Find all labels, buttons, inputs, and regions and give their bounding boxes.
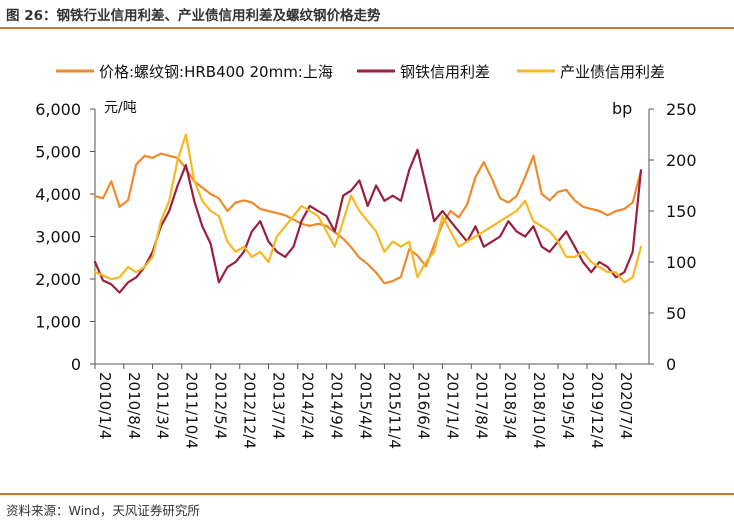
x-axis-tick-label: 2017/1/4 <box>443 372 461 439</box>
x-axis-tick-label: 2017/8/4 <box>472 372 490 439</box>
left-axis-tick-label: 3,000 <box>35 228 81 247</box>
chart-legend: 价格:螺纹钢:HRB400 20mm:上海 钢铁信用利差 产业债信用利差 <box>56 63 665 81</box>
right-axis-tick-label: 150 <box>666 202 697 221</box>
left-axis-tick-label: 4,000 <box>35 185 81 204</box>
left-axis-tick-label: 2,000 <box>35 270 81 289</box>
x-axis-tick-label: 2019/5/4 <box>559 372 577 439</box>
x-axis-tick-label: 2013/7/4 <box>270 372 288 439</box>
series-line-rebar-price <box>93 152 643 285</box>
x-axis-tick-label: 2010/8/4 <box>125 372 143 439</box>
x-axis-tick-label: 2010/1/4 <box>96 372 114 439</box>
x-axis-tick-label: 2014/9/4 <box>328 372 346 439</box>
x-axis-tick-label: 2016/6/4 <box>414 372 432 439</box>
left-axis-tick-label: 1,000 <box>35 313 81 332</box>
x-axis-tick-label: 2011/10/4 <box>183 372 201 449</box>
x-axis-tick-label: 2014/2/4 <box>299 372 317 439</box>
x-axis-tick-label: 2015/11/4 <box>385 372 403 449</box>
source-divider <box>0 493 734 495</box>
x-axis-tick-label: 2011/3/4 <box>154 372 172 439</box>
right-axis-tick-label: 100 <box>666 253 697 272</box>
x-axis-tick-label: 2012/5/4 <box>212 372 230 439</box>
title-divider <box>0 27 734 29</box>
series-line-steel-spread <box>93 148 643 294</box>
right-axis-unit: bp <box>612 99 632 118</box>
left-axis-tick-label: 5,000 <box>35 143 81 162</box>
right-axis-tick-label: 250 <box>666 100 697 119</box>
x-axis-tick-label: 2018/10/4 <box>530 372 548 449</box>
x-axis-tick-label: 2012/12/4 <box>241 372 259 449</box>
right-axis-tick-label: 50 <box>666 304 686 323</box>
figure-title: 图 26：钢铁行业信用利差、产业债信用利差及螺纹钢价格走势 <box>6 8 381 24</box>
left-axis-unit: 元/吨 <box>104 100 137 116</box>
x-axis-tick-label: 2020/7/4 <box>617 372 635 439</box>
series-line-industrial-spread <box>93 133 643 284</box>
x-axis-tick-label: 2019/12/4 <box>588 372 606 449</box>
x-axis-tick-label: 2018/3/4 <box>501 372 519 439</box>
x-axis-tick-label: 2015/4/4 <box>356 372 374 439</box>
left-axis-tick-label: 0 <box>71 355 81 374</box>
left-axis-tick-label: 6,000 <box>35 100 81 119</box>
legend-label-industrial-spread: 产业债信用利差 <box>560 63 665 81</box>
legend-label-steel-spread: 钢铁信用利差 <box>400 63 490 81</box>
source-note: 资料来源：Wind，天风证券研究所 <box>6 503 200 518</box>
line-chart: 价格:螺纹钢:HRB400 20mm:上海 钢铁信用利差 产业债信用利差 元/吨… <box>35 63 697 449</box>
legend-label-rebar-price: 价格:螺纹钢:HRB400 20mm:上海 <box>99 63 333 81</box>
right-axis-tick-label: 0 <box>666 355 676 374</box>
right-axis-tick-label: 200 <box>666 151 697 170</box>
